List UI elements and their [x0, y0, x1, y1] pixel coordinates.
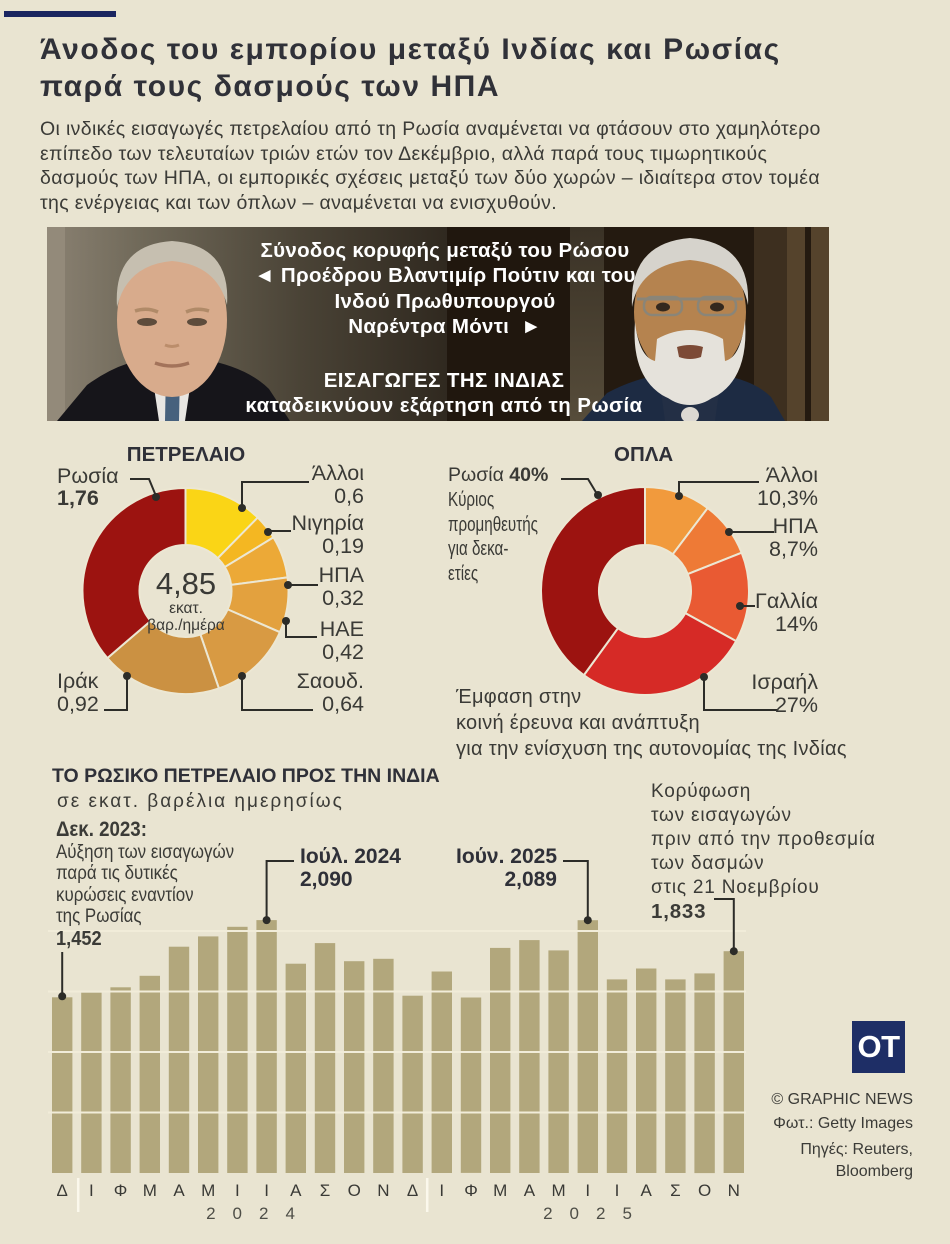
svg-text:Ι: Ι — [264, 1181, 269, 1200]
svg-text:Σ: Σ — [320, 1181, 331, 1200]
svg-text:Ι: Ι — [615, 1181, 620, 1200]
svg-text:Μ: Μ — [493, 1181, 507, 1200]
svg-text:Ι: Ι — [89, 1181, 94, 1200]
svg-text:Ν: Ν — [728, 1181, 740, 1200]
svg-text:Ο: Ο — [348, 1181, 361, 1200]
svg-text:Σ: Σ — [670, 1181, 681, 1200]
svg-text:Ν: Ν — [377, 1181, 389, 1200]
svg-text:Μ: Μ — [143, 1181, 157, 1200]
svg-text:Φ: Φ — [464, 1181, 478, 1200]
svg-text:Ο: Ο — [698, 1181, 711, 1200]
svg-text:Δ: Δ — [57, 1181, 68, 1200]
svg-text:Μ: Μ — [201, 1181, 215, 1200]
svg-text:2025: 2025 — [543, 1204, 649, 1223]
svg-text:Μ: Μ — [552, 1181, 566, 1200]
svg-text:Α: Α — [173, 1181, 185, 1200]
svg-text:Ι: Ι — [235, 1181, 240, 1200]
svg-text:2024: 2024 — [206, 1204, 312, 1223]
svg-text:Δ: Δ — [407, 1181, 418, 1200]
svg-text:Ι: Ι — [585, 1181, 590, 1200]
svg-text:Φ: Φ — [114, 1181, 128, 1200]
svg-text:Α: Α — [524, 1181, 536, 1200]
svg-text:Α: Α — [641, 1181, 653, 1200]
svg-text:Α: Α — [290, 1181, 302, 1200]
svg-text:Ι: Ι — [439, 1181, 444, 1200]
